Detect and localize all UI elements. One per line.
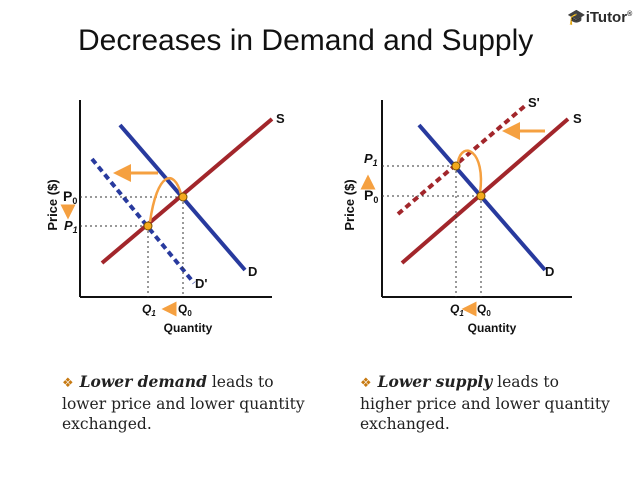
equilibrium-point-original xyxy=(178,192,188,202)
equilibrium-point-new xyxy=(143,221,153,231)
left-y-axis-label: Price ($) xyxy=(45,179,60,230)
left-caption: ❖ Lower demand leads to lower price and l… xyxy=(62,372,312,434)
label-s-prime: S' xyxy=(528,95,540,110)
label-d-prime: D' xyxy=(195,276,207,291)
left-x-axis-label: Quantity xyxy=(164,321,213,335)
label-d: D xyxy=(248,264,257,279)
supply-curve-s xyxy=(100,117,274,265)
right-caption-text: leads to higher price and lower quantity… xyxy=(360,373,610,433)
label-s: S xyxy=(276,111,285,126)
registered-mark: ® xyxy=(627,11,633,18)
demand-curve-d-prime xyxy=(90,157,196,285)
label-s: S xyxy=(573,111,582,126)
page-title: Decreases in Demand and Supply xyxy=(78,24,534,57)
diamond-bullet-icon: ❖ xyxy=(360,376,372,391)
label-p0: P0 xyxy=(63,188,77,206)
equilibrium-move-arrow xyxy=(148,177,183,223)
left-caption-text: leads to lower price and lower quantity … xyxy=(62,373,305,433)
supply-curve-s xyxy=(400,117,570,265)
label-q0: Q0 xyxy=(477,302,491,318)
equilibrium-point-original xyxy=(476,191,486,201)
label-d: D xyxy=(545,264,554,279)
right-y-axis-label: Price ($) xyxy=(342,179,357,230)
label-p1: P1 xyxy=(364,151,378,168)
supply-curve-s-prime xyxy=(396,103,528,216)
right-caption-bold: Lower supply xyxy=(377,372,493,391)
graduation-cap-icon: 🎓 xyxy=(567,9,586,26)
label-q0: Q0 xyxy=(178,302,192,318)
label-p1: P1 xyxy=(64,218,78,235)
left-caption-bold: Lower demand xyxy=(79,372,207,391)
right-x-axis-label: Quantity xyxy=(468,321,517,335)
label-q1: Q1 xyxy=(142,302,156,318)
demand-decrease-diagram: Price ($) Quantity S D D' P0 P1 Q1 Q0 xyxy=(45,100,285,335)
equilibrium-move-arrow xyxy=(456,149,483,194)
label-q1: Q1 xyxy=(450,302,464,318)
supply-decrease-diagram: Price ($) Quantity S S' D P1 P0 Q1 Q0 xyxy=(342,95,582,335)
right-caption: ❖ Lower supply leads to higher price and … xyxy=(360,372,610,434)
itutor-logo: 🎓iTutor® xyxy=(567,8,632,26)
equilibrium-point-new xyxy=(451,161,461,171)
diamond-bullet-icon: ❖ xyxy=(62,376,74,391)
logo-text: iTutor xyxy=(585,9,628,26)
label-p0: P0 xyxy=(364,187,378,205)
